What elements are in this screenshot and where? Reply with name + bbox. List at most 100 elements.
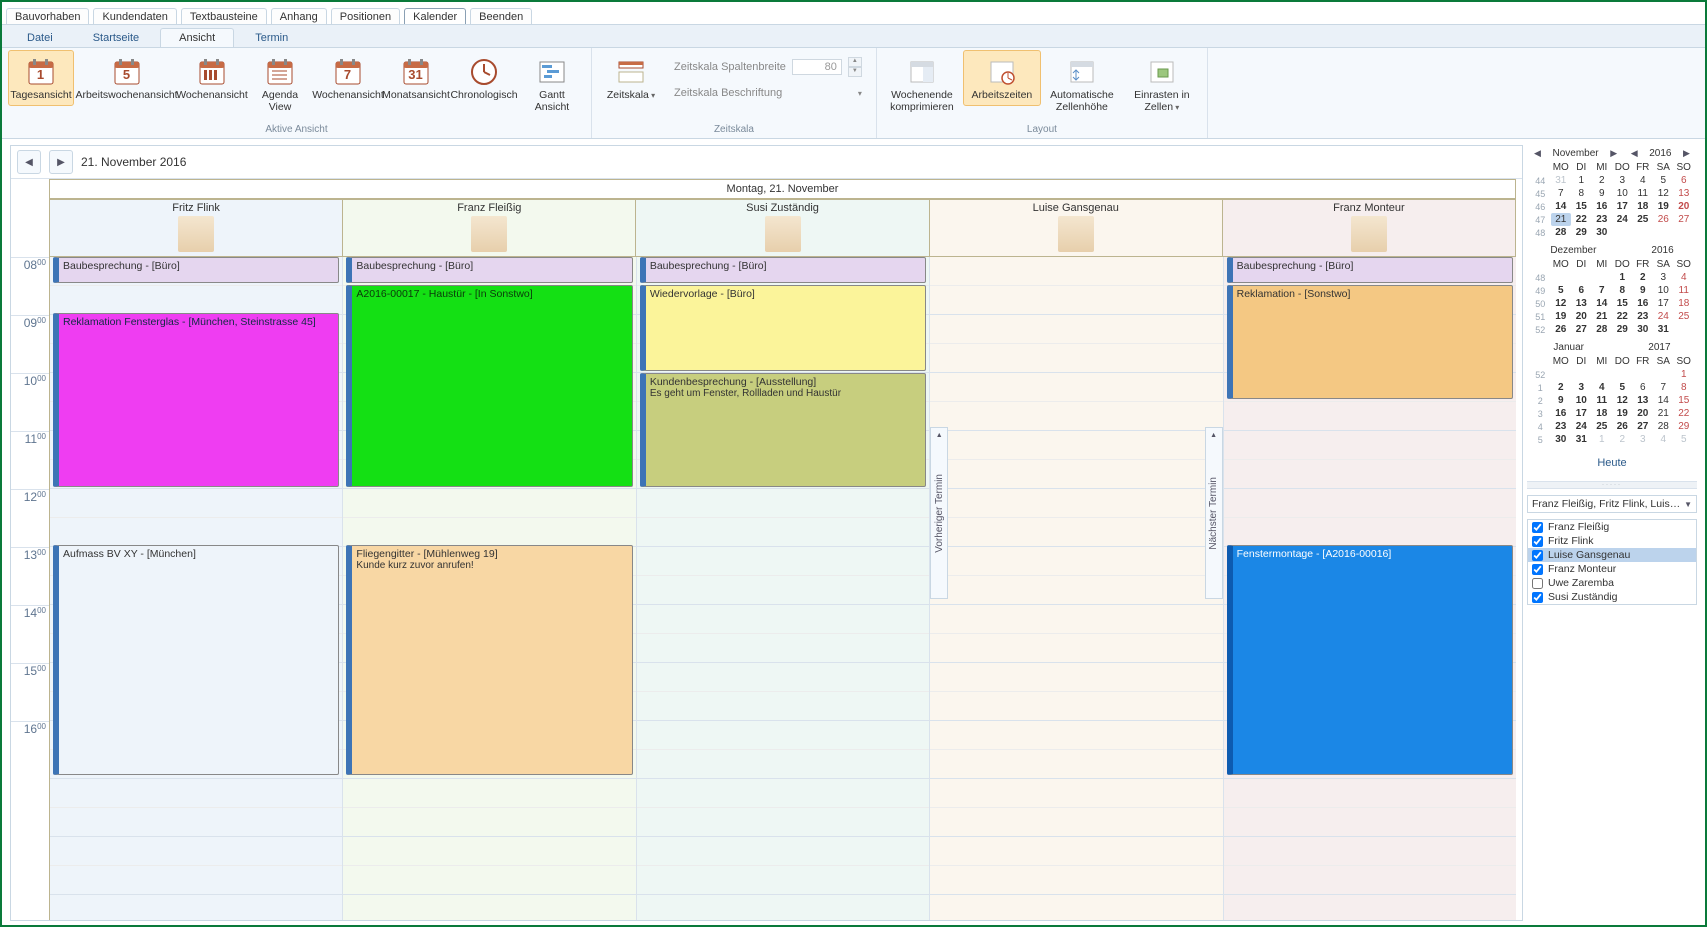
person-checkbox-row[interactable]: Uwe Zaremba xyxy=(1528,576,1696,590)
schedule-column[interactable]: ▲Vorheriger Termin ▲Nächster Termin xyxy=(929,257,1222,920)
person-checkbox[interactable] xyxy=(1532,592,1543,603)
person-checkbox[interactable] xyxy=(1532,522,1543,533)
calendar-event[interactable]: A2016-00017 - Haustür - [In Sonstwo] xyxy=(346,285,632,487)
mc-day[interactable]: 28 xyxy=(1551,226,1572,239)
ribbon-tab-termin[interactable]: Termin xyxy=(236,28,307,47)
mc-day[interactable]: 28 xyxy=(1592,323,1613,336)
wochenansicht-button[interactable]: Wochenansicht xyxy=(179,50,245,106)
calendar-event[interactable]: Aufmass BV XY - [München] xyxy=(53,545,339,775)
mc-day[interactable]: 3 xyxy=(1653,271,1674,284)
mc-day[interactable]: 13 xyxy=(1633,394,1654,407)
person-checkbox[interactable] xyxy=(1532,578,1543,589)
person-checkbox-row[interactable]: Susi Zuständig xyxy=(1528,590,1696,604)
mc-day[interactable]: 9 xyxy=(1551,394,1572,407)
people-select[interactable]: Franz Fleißig, Fritz Flink, Luise Gansge… xyxy=(1527,495,1697,513)
window-tab-bauvorhaben[interactable]: Bauvorhaben xyxy=(6,8,89,24)
monatsansicht-button[interactable]: 31Monatsansicht xyxy=(383,50,449,106)
mc-day[interactable] xyxy=(1674,226,1695,239)
mc-day[interactable]: 2 xyxy=(1592,174,1613,187)
mc-day[interactable]: 25 xyxy=(1633,213,1654,226)
mc-day[interactable]: 27 xyxy=(1571,323,1592,336)
resource-header[interactable]: Franz Fleißig xyxy=(343,199,636,257)
mc-day[interactable]: 19 xyxy=(1612,407,1633,420)
mc-day[interactable]: 15 xyxy=(1571,200,1592,213)
mc-day[interactable]: 8 xyxy=(1674,381,1695,394)
person-checkbox[interactable] xyxy=(1532,536,1543,547)
calendar-event[interactable]: Reklamation - [Sonstwo] xyxy=(1227,285,1513,399)
mc-day[interactable]: 3 xyxy=(1571,381,1592,394)
arbeitszeiten-button[interactable]: Arbeitszeiten xyxy=(963,50,1041,106)
mc-day[interactable]: 16 xyxy=(1592,200,1613,213)
calendar-event[interactable]: Kundenbesprechung - [Ausstellung]Es geht… xyxy=(640,373,926,487)
mc-day[interactable]: 12 xyxy=(1551,297,1572,310)
mc-prev[interactable]: ◀ xyxy=(1532,148,1543,159)
mc-day[interactable]: 31 xyxy=(1653,323,1674,336)
mc-day[interactable]: 31 xyxy=(1571,433,1592,446)
mc-day[interactable] xyxy=(1571,368,1592,381)
mc-day[interactable]: 2 xyxy=(1633,271,1654,284)
mc-day[interactable]: 27 xyxy=(1633,420,1654,433)
mc-day[interactable]: 4 xyxy=(1653,433,1674,446)
mc-day[interactable]: 29 xyxy=(1612,323,1633,336)
mc-day[interactable]: 19 xyxy=(1551,310,1572,323)
spin-up[interactable]: ▲ xyxy=(848,57,862,67)
tagesansicht-button[interactable]: 1Tagesansicht xyxy=(8,50,74,106)
mc-day[interactable]: 8 xyxy=(1612,284,1633,297)
mc-day[interactable]: 5 xyxy=(1612,381,1633,394)
prev-termin-tab[interactable]: ▲Vorheriger Termin xyxy=(930,427,948,599)
schedule-column[interactable]: Baubesprechung - [Büro]Wiedervorlage - [… xyxy=(636,257,929,920)
mc-day[interactable]: 29 xyxy=(1674,420,1695,433)
mc-day[interactable]: 17 xyxy=(1571,407,1592,420)
mc-day[interactable] xyxy=(1612,226,1633,239)
mc-day[interactable]: 11 xyxy=(1592,394,1613,407)
schedule-column[interactable]: Baubesprechung - [Büro]A2016-00017 - Hau… xyxy=(342,257,635,920)
mc-day[interactable]: 24 xyxy=(1612,213,1633,226)
mc-day[interactable]: 15 xyxy=(1612,297,1633,310)
mc-day[interactable]: 7 xyxy=(1653,381,1674,394)
mc-day[interactable]: 23 xyxy=(1633,310,1654,323)
mc-day[interactable]: 14 xyxy=(1653,394,1674,407)
mc-day[interactable] xyxy=(1571,271,1592,284)
calendar-event[interactable]: Fenstermontage - [A2016-00016] xyxy=(1227,545,1513,775)
mc-day[interactable]: 19 xyxy=(1653,200,1674,213)
mc-day[interactable]: 25 xyxy=(1592,420,1613,433)
mc-day[interactable]: 30 xyxy=(1551,433,1572,446)
zeitskala-button[interactable]: Zeitskala xyxy=(598,50,664,106)
mc-day[interactable]: 3 xyxy=(1633,433,1654,446)
mc-day[interactable]: 14 xyxy=(1551,200,1572,213)
mc-day[interactable]: 2 xyxy=(1612,433,1633,446)
mc-day[interactable]: 28 xyxy=(1653,420,1674,433)
resource-header[interactable]: Franz Monteur xyxy=(1223,199,1516,257)
mc-day[interactable]: 20 xyxy=(1674,200,1695,213)
mc-day[interactable]: 5 xyxy=(1653,174,1674,187)
mc-day[interactable] xyxy=(1633,368,1654,381)
window-tab-kalender[interactable]: Kalender xyxy=(404,8,466,24)
mc-day[interactable] xyxy=(1653,226,1674,239)
person-checkbox-row[interactable]: Luise Gansgenau xyxy=(1528,548,1696,562)
mc-day[interactable]: 18 xyxy=(1633,200,1654,213)
agenda-button[interactable]: Agenda View xyxy=(247,50,313,117)
mc-day[interactable]: 23 xyxy=(1592,213,1613,226)
calendar-event[interactable]: Baubesprechung - [Büro] xyxy=(640,257,926,283)
zellenhoehe-button[interactable]: Automatische Zellenhöhe xyxy=(1043,50,1121,117)
today-link[interactable]: Heute xyxy=(1527,455,1697,475)
mc-day[interactable]: 4 xyxy=(1674,271,1695,284)
spaltenbreite-input[interactable] xyxy=(792,59,842,75)
mc-day[interactable]: 27 xyxy=(1674,213,1695,226)
mc-day[interactable]: 21 xyxy=(1592,310,1613,323)
mc-day[interactable]: 18 xyxy=(1674,297,1695,310)
mc-day[interactable]: 26 xyxy=(1653,213,1674,226)
next-termin-tab[interactable]: ▲Nächster Termin xyxy=(1205,427,1223,599)
mc-day[interactable] xyxy=(1592,271,1613,284)
wochenansicht2-button[interactable]: 7Wochenansicht xyxy=(315,50,381,106)
mc-day[interactable]: 17 xyxy=(1653,297,1674,310)
mc-day[interactable]: 9 xyxy=(1592,187,1613,200)
mc-day[interactable]: 14 xyxy=(1592,297,1613,310)
wochenende-button[interactable]: Wochenende komprimieren xyxy=(883,50,961,117)
ribbon-tab-ansicht[interactable]: Ansicht xyxy=(160,28,234,47)
mc-day[interactable]: 12 xyxy=(1612,394,1633,407)
resource-header[interactable]: Susi Zuständig xyxy=(636,199,929,257)
beschriftung-field[interactable]: Zeitskala Beschriftung ▾ xyxy=(670,84,866,102)
mc-day[interactable]: 13 xyxy=(1571,297,1592,310)
arbeitswochenansicht-button[interactable]: 5Arbeitswochenansicht xyxy=(76,50,177,106)
